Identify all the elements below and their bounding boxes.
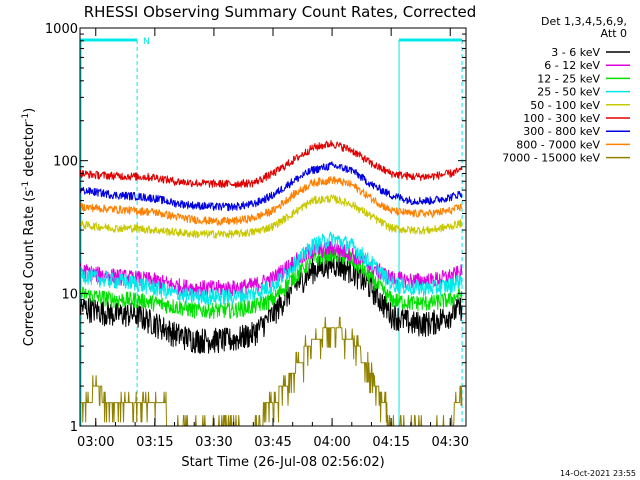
y-axis-label: Corrected Count Rate (s-1 detector-1) [21, 108, 37, 346]
series-line-1 [79, 240, 463, 297]
y-tick-label-2: 100 [53, 155, 78, 170]
series-line-7 [79, 175, 463, 226]
x-tick-label-0: 03:00 [77, 435, 114, 450]
series-line-4 [79, 194, 463, 239]
series-line-0 [79, 252, 463, 354]
x-axis: 03:00 03:15 03:30 03:45 04:00 04:15 04:30 [77, 28, 469, 450]
legend-header-1: Det 1,3,4,5,6,9, [541, 15, 627, 28]
legend-label-3: 25 - 50 keV [537, 86, 600, 99]
legend-header-2: Att 0 [601, 27, 627, 40]
x-tick-label-4: 04:00 [313, 435, 350, 450]
plot-area: N [79, 37, 463, 427]
legend-label-6: 300 - 800 keV [523, 125, 600, 138]
x-tick-label-3: 03:45 [254, 435, 291, 450]
y-tick-label-1: 10 [61, 287, 78, 302]
series-line-2 [79, 245, 463, 320]
y-tick-label-3: 1000 [45, 22, 78, 37]
legend-label-7: 800 - 7000 keV [516, 138, 600, 151]
legend-label-4: 50 - 100 keV [530, 99, 600, 112]
x-axis-label: Start Time (26-Jul-08 02:56:02) [181, 455, 384, 470]
legend-label-1: 6 - 12 keV [544, 59, 600, 72]
x-tick-label-2: 03:30 [195, 435, 232, 450]
x-tick-label-6: 04:30 [432, 435, 469, 450]
legend-label-2: 12 - 25 keV [537, 72, 600, 85]
footer-timestamp: 14-Oct-2021 23:55 [560, 469, 636, 478]
legend-label-8: 7000 - 15000 keV [502, 152, 600, 165]
series-line-5 [79, 139, 463, 189]
x-tick-label-5: 04:15 [372, 435, 409, 450]
legend-label-0: 3 - 6 keV [551, 46, 600, 59]
series-line-6 [79, 161, 463, 212]
night-label-0: N [143, 37, 150, 47]
y-axis: 1 10 100 1000 [45, 22, 466, 435]
series-line-3 [79, 231, 463, 306]
legend-label-5: 100 - 300 keV [523, 112, 600, 125]
x-tick-label-1: 03:15 [136, 435, 173, 450]
chart-title: RHESSI Observing Summary Count Rates, Co… [84, 3, 477, 21]
y-tick-label-0: 1 [70, 420, 78, 435]
